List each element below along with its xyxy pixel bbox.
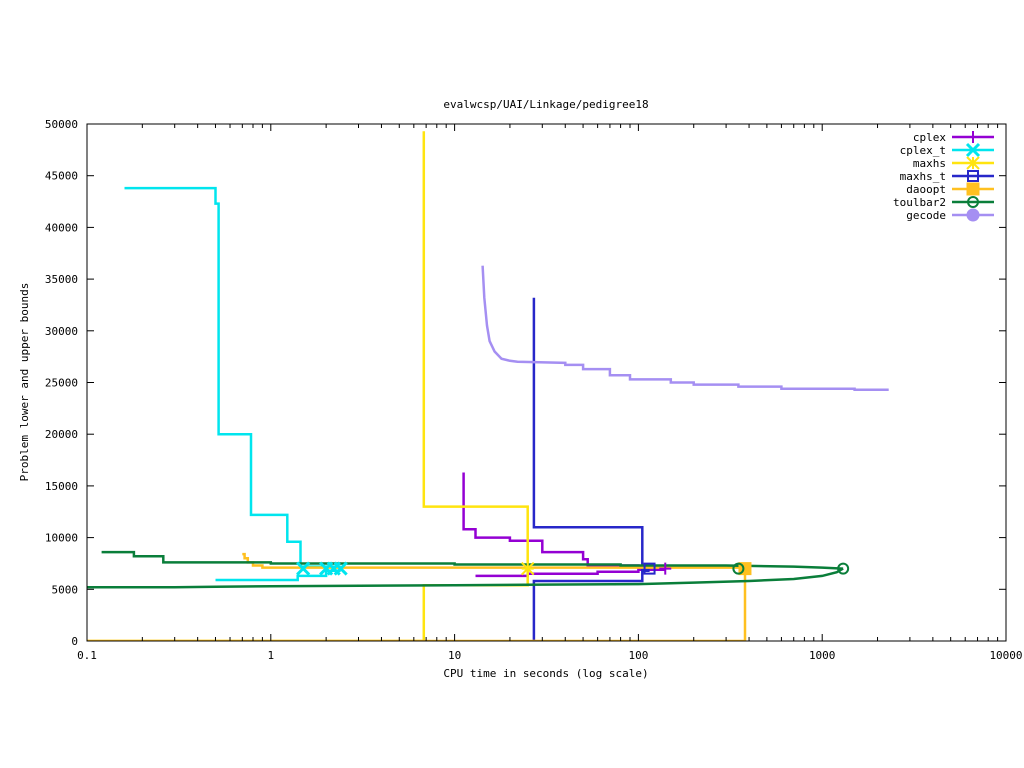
y-tick-label: 0 bbox=[71, 635, 78, 648]
series-layer bbox=[87, 131, 889, 641]
y-axis-ticks: 0 5000 10000 15000 20000 25000 30000 35000 40000… bbox=[45, 118, 1006, 648]
series-marker-toulbar2 bbox=[732, 562, 745, 575]
y-tick-label: 50000 bbox=[45, 118, 78, 131]
series-line-lower-maxhs bbox=[87, 570, 529, 641]
y-tick-label: 30000 bbox=[45, 325, 78, 338]
legend-label-gecode: gecode bbox=[906, 209, 946, 222]
series-line-toulbar2 bbox=[101, 550, 844, 570]
legend-label-daoopt: daoopt bbox=[906, 183, 946, 196]
markers-layer bbox=[296, 561, 850, 576]
series-marker-cplex_t bbox=[296, 561, 311, 576]
x-axis-label: CPU time in seconds (log scale) bbox=[443, 667, 648, 680]
series-line-lower-maxhs_t bbox=[532, 569, 650, 641]
legend-marker-daoopt bbox=[966, 182, 980, 196]
series-line-maxhs bbox=[422, 131, 529, 569]
x-tick-label: 10000 bbox=[989, 649, 1022, 662]
series-marker-cplex bbox=[659, 562, 672, 575]
legend: cplexcplex_tmaxhsmaxhs_tdaoopttoulbar2ge… bbox=[893, 131, 994, 222]
y-tick-label: 40000 bbox=[45, 221, 78, 234]
x-axis-ticks: 0.1 1 10 100 1000 10000 bbox=[77, 124, 1023, 662]
x-tick-label: 0.1 bbox=[77, 649, 97, 662]
series-line-gecode bbox=[481, 265, 889, 391]
y-tick-label: 15000 bbox=[45, 480, 78, 493]
legend-label-toulbar2: toulbar2 bbox=[893, 196, 946, 209]
y-tick-label: 35000 bbox=[45, 273, 78, 286]
legend-label-cplex_t: cplex_t bbox=[900, 144, 946, 157]
legend-marker-gecode bbox=[966, 208, 980, 222]
series-marker-toulbar2 bbox=[837, 562, 850, 575]
legend-label-maxhs: maxhs bbox=[913, 157, 946, 170]
series-marker-maxhs bbox=[521, 561, 535, 576]
x-tick-label: 1 bbox=[267, 649, 274, 662]
y-axis-label: Problem lower and upper bounds bbox=[18, 283, 31, 482]
x-tick-label: 1000 bbox=[809, 649, 836, 662]
legend-marker-cplex bbox=[967, 131, 979, 143]
series-line-lower-toulbar2 bbox=[87, 567, 844, 589]
series-line-lower-daoopt bbox=[87, 568, 747, 641]
series-line-lower-cplex bbox=[475, 568, 666, 578]
series-line-cplex_t bbox=[124, 186, 341, 568]
y-tick-label: 20000 bbox=[45, 428, 78, 441]
series-marker-cplex_t bbox=[333, 561, 348, 576]
legend-marker-maxhs_t bbox=[967, 170, 979, 182]
x-tick-label: 10 bbox=[448, 649, 461, 662]
series-line-cplex bbox=[462, 472, 666, 569]
y-tick-label: 25000 bbox=[45, 377, 78, 390]
legend-label-maxhs_t: maxhs_t bbox=[900, 170, 946, 183]
y-tick-label: 10000 bbox=[45, 532, 78, 545]
x-tick-label: 100 bbox=[628, 649, 648, 662]
legend-label-cplex: cplex bbox=[913, 131, 946, 144]
legend-marker-maxhs bbox=[966, 156, 980, 170]
y-tick-label: 5000 bbox=[52, 583, 79, 596]
series-marker-maxhs_t bbox=[643, 562, 656, 575]
series-line-maxhs_t bbox=[532, 297, 650, 570]
legend-marker-cplex_t bbox=[965, 142, 981, 158]
chart-title: evalwcsp/UAI/Linkage/pedigree18 bbox=[443, 98, 648, 111]
y-tick-label: 45000 bbox=[45, 170, 78, 183]
legend-marker-toulbar2 bbox=[967, 196, 979, 208]
